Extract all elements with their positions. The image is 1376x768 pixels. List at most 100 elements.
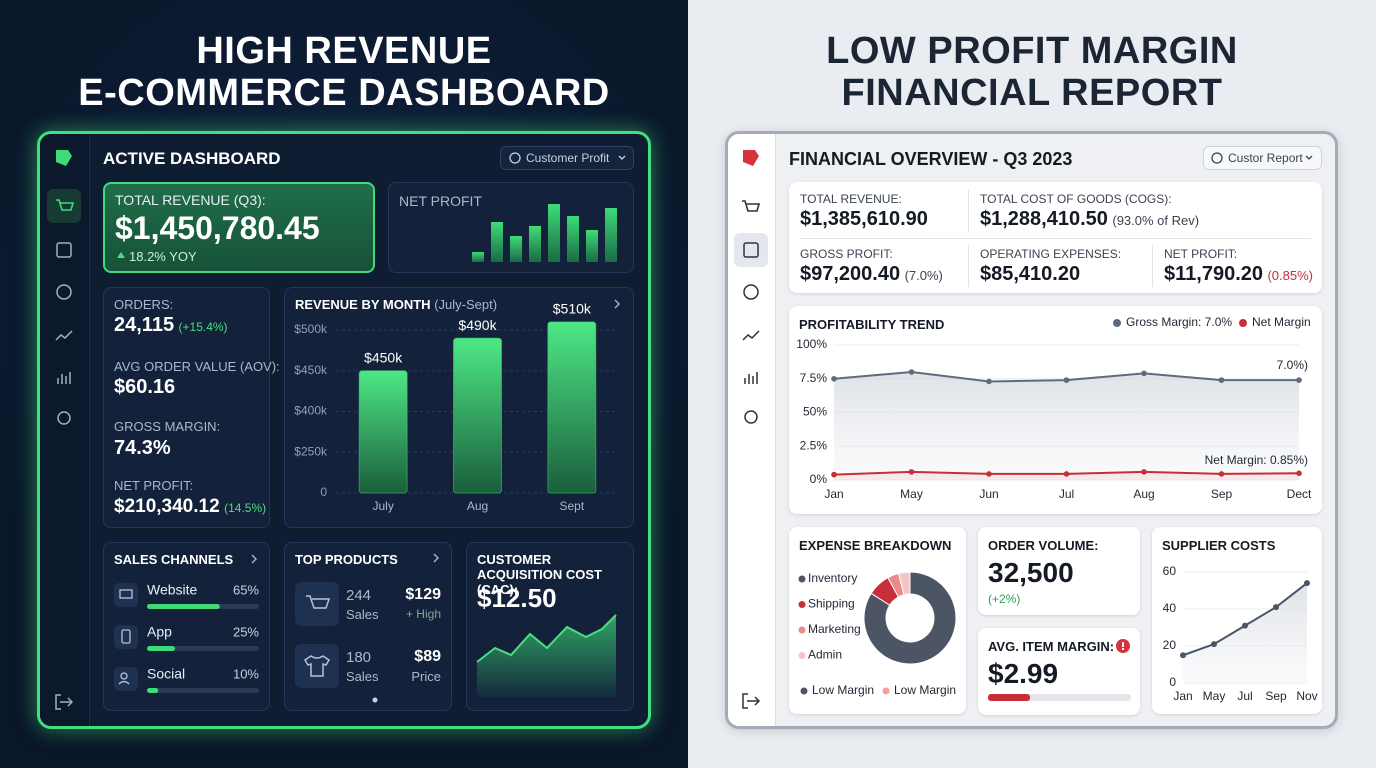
divider (968, 190, 969, 232)
card-title: SUPPLIER COSTS (1162, 538, 1276, 553)
mini-bar (586, 230, 598, 262)
cac-value: $12.50 (477, 583, 557, 613)
divider (1152, 245, 1153, 287)
cart-icon[interactable] (742, 200, 761, 212)
product-count-label: Sales (346, 607, 379, 622)
dollar-icon[interactable] (56, 284, 72, 300)
bars-icon[interactable] (57, 372, 71, 384)
revenue-value: $1,450,780.45 (115, 210, 320, 246)
product-note: Price (411, 669, 441, 684)
trend-icon[interactable] (55, 330, 73, 341)
kpi-number: $1,288,410.50 (980, 208, 1108, 230)
card-title: CUSTOMER ACQUISITION COST (CAC): (477, 552, 602, 597)
people-icon (120, 672, 128, 680)
logout-icon[interactable] (742, 693, 761, 709)
supplier-card (1152, 527, 1322, 714)
kpi-label: GROSS PROFIT: (800, 247, 893, 261)
mini-bar (491, 222, 503, 262)
kpi-label: TOTAL COST OF GOODS (COGS): (980, 192, 1172, 206)
chart-subtitle: (July-Sept) (434, 297, 498, 312)
chart-icon[interactable] (56, 242, 72, 258)
kpi-card (789, 182, 1322, 293)
net-profit-sparkbars (472, 204, 617, 262)
cart-icon[interactable] (56, 199, 75, 211)
stat-number: $210,340.12 (114, 496, 220, 517)
people-icon (118, 680, 130, 685)
kpi-label: NET PROFIT: (1164, 247, 1238, 261)
card-title: PROFITABILITY TREND (799, 317, 945, 332)
logout-icon[interactable] (55, 694, 74, 710)
margin-track (988, 694, 1131, 701)
trend-icon[interactable] (742, 330, 760, 341)
divider (968, 245, 969, 287)
kpi-value: $1,288,410.50 (93.0% of Rev) (980, 209, 1199, 229)
product-price: $129 (405, 586, 441, 603)
channel-icons (114, 583, 138, 691)
report-header: FINANCIAL OVERVIEW - Q3 2023 (789, 149, 1073, 169)
kpi-note: (0.85%) (1267, 268, 1313, 283)
icon-box (114, 625, 138, 649)
alert-mark (1122, 648, 1124, 650)
active-nav[interactable] (734, 233, 768, 267)
dropdown-label[interactable]: Custor Report (1228, 151, 1303, 165)
dollar-icon[interactable] (743, 284, 759, 300)
right-title: FINANCIAL REPORT (841, 72, 1223, 114)
icon-box (295, 644, 339, 688)
mini-bar (472, 252, 484, 262)
bars-icon[interactable] (744, 372, 758, 384)
cart-icon (306, 595, 331, 609)
dropdown[interactable] (1203, 146, 1322, 170)
product-icons (295, 553, 440, 703)
expense-card (789, 527, 966, 714)
stat-value: $60.16 (114, 376, 176, 398)
kpi-value: $97,200.40 (7.0%) (800, 264, 943, 284)
stat-value: $210,340.12 (14.5%) (114, 497, 266, 516)
logo (743, 150, 759, 166)
product-count: 180 (346, 649, 372, 666)
order-volume-note: (+2%) (988, 592, 1021, 606)
right-sidebar (728, 134, 776, 726)
stat-value: 74.3% (114, 437, 171, 459)
dropdown-label[interactable]: Customer Profit (526, 151, 610, 165)
stats-card (103, 287, 270, 528)
sparkline-area (477, 615, 616, 697)
stat-label: ORDERS: (114, 297, 174, 312)
left-sidebar (40, 134, 90, 726)
settings-icon[interactable] (57, 411, 71, 425)
divider (800, 238, 1311, 239)
mini-bar (529, 226, 541, 262)
logo (56, 150, 72, 166)
trend-card (789, 306, 1322, 514)
revenue-change: 18.2% YOY (129, 249, 197, 264)
order-volume-value: 32,500 (988, 557, 1074, 588)
kpi-label: OPERATING EXPENSES: (980, 247, 1122, 261)
order-volume-card (978, 527, 1140, 615)
stat-label: GROSS MARGIN: (114, 419, 221, 434)
active-nav[interactable] (47, 189, 81, 223)
shirt-icon (303, 655, 331, 677)
stat-label: AVG ORDER VALUE (AOV): (114, 359, 280, 374)
monitor-icon (119, 589, 133, 599)
icon-box (295, 582, 339, 626)
left-sidebar-icons (47, 150, 81, 710)
revenue-chart-card (284, 287, 634, 528)
right-title: LOW PROFIT MARGIN (826, 30, 1238, 72)
card-title: EXPENSE BREAKDOWN (799, 538, 952, 553)
dashboard-header: ACTIVE DASHBOARD (103, 149, 281, 168)
sparkline (476, 614, 617, 663)
product-count-label: Sales (346, 669, 379, 684)
kpi-number: $97,200.40 (800, 263, 901, 285)
chart-icon[interactable] (743, 242, 759, 258)
chart-title-text: REVENUE BY MONTH (295, 297, 431, 312)
dropdown[interactable] (500, 146, 634, 170)
stat-value: 24,115 (+15.4%) (114, 315, 228, 335)
kpi-label: TOTAL REVENUE: (800, 192, 902, 206)
icon-box (114, 583, 138, 607)
card-title: AVG. ITEM MARGIN: (988, 639, 1115, 654)
left-title: E-COMMERCE DASHBOARD (78, 72, 610, 114)
kpi-note: (93.0% of Rev) (1112, 213, 1200, 228)
kpi-value: $1,385,610.90 (800, 208, 928, 230)
phone-icon (121, 629, 131, 644)
settings-icon[interactable] (744, 410, 758, 424)
